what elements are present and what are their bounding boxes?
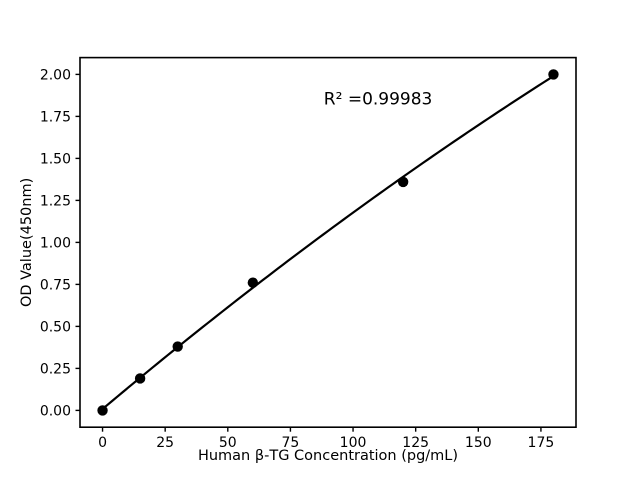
x-tick-label: 50 (219, 435, 237, 451)
x-tick-label: 25 (156, 435, 174, 451)
x-tick-label: 0 (98, 435, 107, 451)
x-tick-label: 125 (402, 435, 429, 451)
y-tick-label: 1.25 (40, 193, 71, 209)
fit-line (101, 75, 555, 411)
y-tick-label: 2.00 (40, 67, 71, 83)
y-tick-label: 0.75 (40, 277, 71, 293)
y-axis-ticks: 0.00 0.25 0.50 0.75 1.00 1.25 1.50 1.75 2.00 (40, 67, 80, 419)
plot-border (79, 56, 577, 429)
y-tick-label: 0.25 (40, 361, 71, 377)
r-squared-annotation: R² =0.99983 (324, 90, 433, 110)
y-tick-label: 0.50 (40, 319, 71, 335)
data-point (397, 176, 409, 188)
y-tick-label: 0.00 (40, 403, 71, 419)
data-point (247, 277, 259, 288)
x-axis-ticks: 0 25 50 75 100 125 150 175 (98, 427, 554, 451)
data-points (97, 69, 559, 416)
y-tick-label: 1.00 (40, 235, 71, 251)
x-axis-label: Human β-TG Concentration (pg/mL) (198, 448, 458, 464)
y-axis-label: OD Value(450nm) (19, 178, 35, 307)
data-point (97, 405, 108, 416)
data-point (134, 373, 146, 384)
data-point (548, 69, 559, 80)
data-point (172, 341, 183, 352)
x-tick-label: 175 (528, 435, 555, 451)
x-tick-label: 100 (340, 435, 367, 451)
y-tick-label: 1.75 (40, 109, 71, 125)
y-tick-label: 1.50 (40, 151, 71, 167)
x-tick-label: 150 (465, 435, 492, 451)
x-tick-label: 75 (282, 435, 300, 451)
